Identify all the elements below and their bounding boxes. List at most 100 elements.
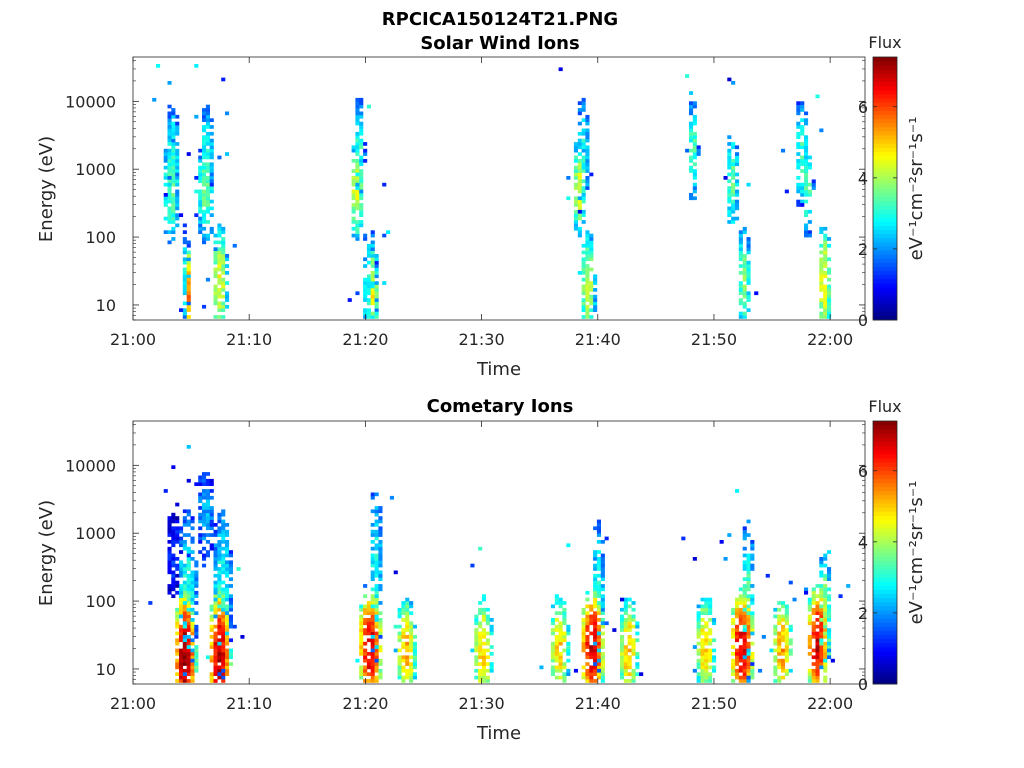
spectrogram-cell <box>363 294 368 299</box>
spectrogram-cell <box>167 213 172 217</box>
spectrogram-cell <box>704 604 709 609</box>
spectrogram-cell <box>573 176 578 180</box>
colorbar-segment <box>873 85 897 91</box>
spectrogram-cell <box>374 267 379 272</box>
spectrogram-cell <box>731 189 736 194</box>
spectrogram-cell <box>777 679 782 683</box>
spectrogram-cell <box>807 165 812 170</box>
spectrogram-cell <box>807 668 812 673</box>
spectrogram-cell <box>225 597 230 602</box>
spectrogram-cell <box>735 189 740 194</box>
spectrogram-cell <box>585 243 590 248</box>
spectrogram-cell <box>186 523 191 527</box>
spectrogram-cell <box>152 97 157 102</box>
spectrogram-cell <box>205 189 210 194</box>
spectrogram-cell <box>823 587 828 592</box>
colorbar-segment <box>873 449 897 455</box>
spectrogram-cell <box>581 611 586 615</box>
spectrogram-cell <box>815 607 820 612</box>
spectrogram-cell <box>374 304 379 309</box>
spectrogram-cell <box>221 557 226 561</box>
spectrogram-cell <box>550 655 555 660</box>
spectrogram-cell <box>363 641 368 646</box>
spectrogram-cell <box>823 563 828 568</box>
spectrogram-cell <box>370 594 375 598</box>
spectrogram-cell <box>696 618 701 622</box>
spectrogram-cell <box>742 567 747 571</box>
spectrogram-cell <box>827 271 832 275</box>
spectrogram-cell <box>727 155 732 160</box>
spectrogram-cell <box>405 621 410 626</box>
spectrogram-cell <box>635 652 640 656</box>
spectrogram-cell <box>819 243 824 248</box>
spectrogram-cell <box>819 304 824 309</box>
spectrogram-cell <box>374 662 379 666</box>
spectrogram-cell <box>186 533 191 537</box>
spectrogram-cell <box>186 254 191 258</box>
spectrogram-cell <box>355 226 360 231</box>
spectrogram-cell <box>359 97 364 102</box>
spectrogram-cell <box>750 567 755 571</box>
spectrogram-cell <box>589 240 594 245</box>
spectrogram-cell <box>627 665 632 670</box>
spectrogram-cell <box>827 284 832 289</box>
spectrogram-cell <box>374 638 379 643</box>
spectrogram-cell <box>194 658 199 663</box>
spectrogram-cell <box>727 159 732 163</box>
spectrogram-cell <box>589 237 594 241</box>
spectrogram-cell <box>217 512 222 517</box>
spectrogram-cell <box>355 196 360 201</box>
spectrogram-cell <box>401 601 406 605</box>
spectrogram-cell <box>573 169 578 173</box>
spectrogram-cell <box>175 672 180 676</box>
spectrogram-cell <box>804 176 809 180</box>
spectrogram-cell <box>171 155 176 160</box>
spectrogram-cell <box>182 607 187 612</box>
spectrogram-cell <box>800 125 805 129</box>
spectrogram-cell <box>593 604 598 609</box>
spectrogram-cell <box>355 186 360 190</box>
colorbar-segment <box>873 515 897 521</box>
spectrogram-cell <box>171 560 176 565</box>
spectrogram-cell <box>700 679 705 683</box>
spectrogram-cell <box>577 152 582 156</box>
spectrogram-cell <box>796 142 801 146</box>
spectrogram-cell <box>236 567 241 571</box>
spectrogram-cell <box>182 237 187 241</box>
spectrogram-cell <box>171 573 176 578</box>
spectrogram-cell <box>171 216 176 221</box>
spectrogram-cell <box>366 628 371 632</box>
spectrogram-cell <box>225 298 230 302</box>
spectrogram-cell <box>566 543 571 548</box>
spectrogram-cell <box>167 529 172 534</box>
spectrogram-cell <box>727 172 732 177</box>
spectrogram-cell <box>225 294 230 299</box>
spectrogram-cell <box>175 536 180 541</box>
spectrogram-cell <box>363 584 368 588</box>
spectrogram-cell <box>581 672 586 676</box>
spectrogram-cell <box>221 560 226 565</box>
spectrogram-cell <box>593 298 598 302</box>
spectrogram-cell <box>819 631 824 636</box>
spectrogram-cell <box>182 308 187 312</box>
spectrogram-cell <box>746 597 751 602</box>
spectrogram-cell <box>823 243 828 248</box>
spectrogram-cell <box>742 577 747 581</box>
spectrogram-cell <box>704 621 709 626</box>
spectrogram-cell <box>171 148 176 153</box>
spectrogram-cell <box>474 638 479 643</box>
spectrogram-cell <box>811 587 816 592</box>
spectrogram-cell <box>562 611 567 615</box>
spectrogram-cell <box>198 148 203 153</box>
spectrogram-cell <box>558 675 563 680</box>
spectrogram-cell <box>370 264 375 268</box>
spectrogram-cell <box>225 152 230 156</box>
spectrogram-cell <box>746 563 751 568</box>
spectrogram-cell <box>175 631 180 636</box>
spectrogram-cell <box>221 315 226 319</box>
spectrogram-cell <box>221 614 226 619</box>
spectrogram-cell <box>198 220 203 224</box>
spectrogram-cell <box>708 597 713 602</box>
spectrogram-cell <box>731 81 736 85</box>
spectrogram-cell <box>221 635 226 639</box>
